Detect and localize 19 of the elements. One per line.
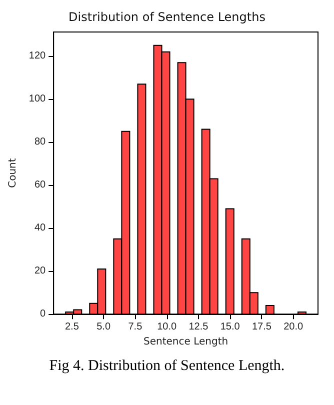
caption: Fig 4. Distribution of Sentence Length. <box>48 358 286 375</box>
x-tick-label: 2.5 <box>64 322 80 333</box>
y-tick-label: 80 <box>34 136 46 148</box>
chart-title: Distribution of Sentence Lengths <box>68 10 266 24</box>
y-tick-label: 40 <box>34 222 46 234</box>
x-tick-label: 7.5 <box>128 322 143 333</box>
x-tick-label: 20.0 <box>284 322 304 333</box>
x-tick-label: 15.0 <box>220 322 240 333</box>
y-tick-label: 0 <box>40 308 46 320</box>
y-tick-label: 20 <box>34 266 46 277</box>
y-tick-label: 60 <box>34 180 46 191</box>
x-axis-title: Sentence Length <box>144 336 228 348</box>
y-axis-title: Count <box>8 158 18 188</box>
x-tick-label: 10.0 <box>157 322 177 333</box>
y-tick-label: 100 <box>28 94 46 105</box>
x-tick-label: 12.5 <box>188 322 209 333</box>
x-tick-label: 5.0 <box>96 322 111 333</box>
y-tick-label: 120 <box>28 50 46 62</box>
x-tick-label: 17.5 <box>252 322 272 333</box>
